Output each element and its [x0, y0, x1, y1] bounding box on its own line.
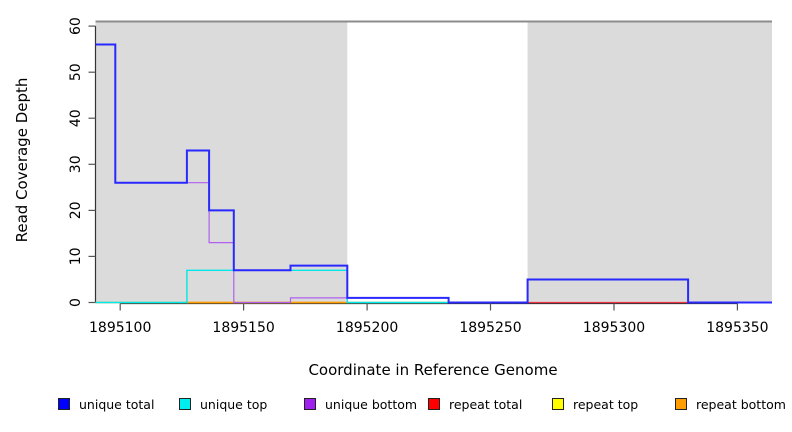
axes: 0 10 20 30 40 50 60 1895100 1895150 1895200 189525…: [68, 17, 769, 336]
legend-label: unique total: [79, 397, 155, 412]
repeat-bottom-swatch-icon: [675, 398, 687, 410]
unique-top-swatch-icon: [179, 398, 191, 410]
repeat-top-swatch-icon: [552, 398, 564, 410]
series-lines: [95, 43, 772, 304]
x-tick-label: 1895150: [212, 320, 274, 336]
x-tick-label: 1895200: [336, 320, 398, 336]
y-tick-label: 0: [68, 298, 84, 307]
repeat-region-rect: [95, 21, 348, 304]
legend-label: repeat bottom: [696, 397, 786, 412]
x-tick-label: 1895100: [89, 320, 151, 336]
unique-bottom-swatch-icon: [304, 398, 316, 410]
legend-label: repeat top: [573, 397, 639, 412]
x-tick-label: 1895250: [459, 320, 521, 336]
y-tick-label: 10: [68, 247, 84, 265]
legend-label: unique bottom: [325, 397, 418, 412]
legend-item-repeat-top: repeat top: [552, 397, 638, 412]
y-tick-label: 60: [68, 17, 84, 35]
y-axis-title: Read Coverage Depth: [13, 78, 31, 243]
y-tick-label: 30: [68, 155, 84, 173]
legend-item-unique-bottom: unique bottom: [304, 397, 417, 412]
legend-item-unique-total: unique total: [58, 397, 154, 412]
series-line-unique-total: [95, 43, 772, 304]
x-axis-title: Coordinate in Reference Genome: [308, 361, 557, 379]
y-tick-label: 50: [68, 63, 84, 81]
legend-item-repeat-total: repeat total: [428, 397, 522, 412]
x-tick-label: 1895350: [706, 320, 768, 336]
repeat-total-swatch-icon: [428, 398, 440, 410]
shaded-repeat-regions: [95, 20, 772, 304]
legend-item-repeat-bottom: repeat bottom: [675, 397, 786, 412]
y-tick-label: 40: [68, 109, 84, 127]
x-tick-label: 1895300: [583, 320, 645, 336]
unique-total-swatch-icon: [58, 398, 70, 410]
legend-label: unique top: [200, 397, 268, 412]
y-tick-label: 20: [68, 201, 84, 219]
repeat-region-rect: [527, 21, 772, 304]
chart-canvas: 0 10 20 30 40 50 60 1895100 1895150 1895200 189525…: [13, 17, 772, 379]
legend-label: repeat total: [449, 397, 523, 412]
legend-item-unique-top: unique top: [179, 397, 267, 412]
legend: unique total unique top unique bottom re…: [0, 397, 792, 421]
